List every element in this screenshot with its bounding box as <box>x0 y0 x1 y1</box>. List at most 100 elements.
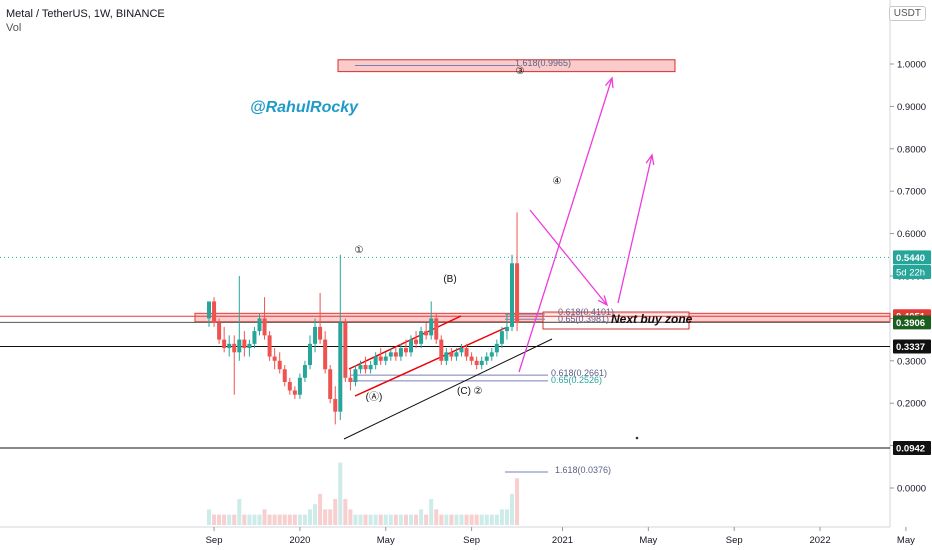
candle-body <box>429 318 434 336</box>
marker-dot <box>635 436 639 440</box>
candle-body <box>474 360 479 366</box>
volume-bar <box>333 499 338 525</box>
volume-bar <box>217 514 222 525</box>
volume-bar <box>409 514 413 525</box>
candle-body <box>247 343 252 349</box>
candle-body <box>277 360 282 370</box>
y-tick-label: 1.0000 <box>897 60 926 71</box>
candle-body <box>308 343 312 366</box>
volume-bar <box>439 514 444 525</box>
volume-bar <box>515 478 520 525</box>
candle-body <box>313 326 318 344</box>
candle-body <box>232 343 237 353</box>
x-tick-label: 2022 <box>809 535 830 546</box>
volume-bar <box>338 462 343 525</box>
currency-badge[interactable]: USDT <box>888 6 926 21</box>
volume-bar <box>363 514 368 525</box>
x-tick-label: May <box>377 535 395 546</box>
volume-bar <box>414 514 419 525</box>
candle-body <box>515 263 520 323</box>
price-level-label: 0.3337 <box>896 342 925 353</box>
trend-support-line <box>343 338 553 440</box>
volume-bar <box>419 509 424 525</box>
candle-body <box>333 398 338 412</box>
candle-body <box>504 326 509 332</box>
candle-body <box>267 335 272 357</box>
projection-arrow-wave5-head <box>645 153 655 165</box>
volume-bar <box>212 514 217 525</box>
y-tick-label: 0.9000 <box>897 102 926 113</box>
fib-label: 0.65(0.2526) <box>551 375 602 385</box>
candle-body <box>419 331 424 344</box>
volume-bar <box>489 514 494 525</box>
fib-label: 1.618(0.0376) <box>555 465 611 475</box>
volume-bar <box>510 493 514 525</box>
candle-body <box>403 348 408 353</box>
candle-body <box>434 318 439 340</box>
volume-bar <box>252 514 257 525</box>
candle-body <box>292 390 297 395</box>
volume-bar <box>207 509 211 525</box>
volume-bar <box>383 514 388 525</box>
candle-body <box>318 326 323 340</box>
volume-bar <box>343 499 348 525</box>
volume-bar <box>262 509 267 525</box>
volume-bar <box>459 514 464 525</box>
volume-bar <box>449 514 454 525</box>
y-tick-label: 0.8000 <box>897 144 926 155</box>
fib-label: 0.618(0.4101) <box>558 307 614 317</box>
candle-body <box>409 339 413 353</box>
candle-body <box>464 348 469 357</box>
candle-body <box>343 322 348 378</box>
volume-bar <box>308 509 312 525</box>
candle-body <box>252 331 257 344</box>
price-level-label: 0.0942 <box>896 444 925 455</box>
candle-body <box>378 356 383 361</box>
y-tick-label: 0.7000 <box>897 187 926 198</box>
volume-bar <box>499 509 504 525</box>
volume-bar <box>222 514 227 525</box>
wave-label: (B) <box>443 274 456 285</box>
projection-arrow-wave5 <box>617 154 653 304</box>
volume-bar <box>282 514 287 525</box>
author-watermark: @RahulRocky <box>250 99 359 116</box>
volume-bar <box>403 514 408 525</box>
candle-body <box>242 339 247 349</box>
price-level-label: 0.3906 <box>896 318 925 329</box>
volume-bar <box>237 499 242 525</box>
volume-bar <box>353 514 358 525</box>
candle-body <box>272 356 277 361</box>
candle-body <box>444 352 449 361</box>
candle-body <box>454 352 459 357</box>
volume-bar <box>504 509 509 525</box>
price-label-box <box>893 441 931 456</box>
volume-bar <box>328 509 333 525</box>
candle-body <box>287 382 292 391</box>
volume-bar <box>424 514 429 525</box>
candle-body <box>282 369 287 382</box>
candle-body <box>212 301 217 323</box>
wave-label: (Ⓐ) <box>366 391 383 403</box>
candle-body <box>398 348 403 357</box>
volume-bar <box>292 514 297 525</box>
buy-zone-label: Next buy zone <box>611 312 693 326</box>
candle-body <box>479 360 484 366</box>
candle-body <box>388 352 393 357</box>
x-tick-label: 2020 <box>289 535 310 546</box>
x-tick-label: Sep <box>726 535 743 546</box>
volume-bar <box>454 514 459 525</box>
countdown-label: 5d 22h <box>896 268 925 279</box>
candle-body <box>368 365 373 370</box>
candle-body <box>237 339 242 353</box>
volume-bar <box>297 514 302 525</box>
volume-bar <box>302 514 307 525</box>
volume-bar <box>323 509 328 525</box>
candle-body <box>358 365 363 370</box>
x-tick-label: Sep <box>206 535 223 546</box>
candle-body <box>510 263 514 327</box>
candle-body <box>207 301 211 319</box>
volume-bar <box>257 514 262 525</box>
volume-bar <box>434 509 439 525</box>
projection-arrow-wave3 <box>518 77 613 373</box>
